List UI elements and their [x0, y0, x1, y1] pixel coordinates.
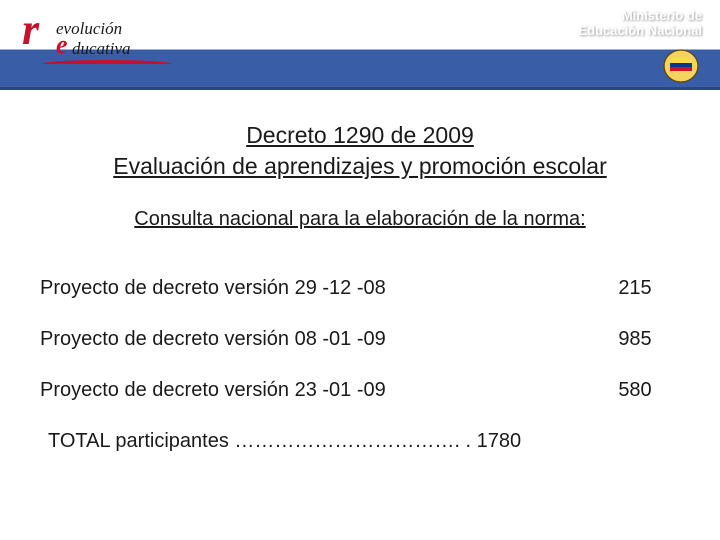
- table-row: Proyecto de decreto versión 08 -01 -09 9…: [40, 328, 680, 351]
- logo-letter-r: r: [22, 8, 39, 52]
- logo-swoosh-icon: [42, 60, 172, 64]
- row-value: 985: [590, 328, 680, 351]
- ministry-line1: Ministerio de: [578, 8, 702, 23]
- subtitle: Consulta nacional para la elaboración de…: [38, 208, 682, 231]
- table-row: Proyecto de decreto versión 23 -01 -09 5…: [40, 379, 680, 402]
- row-label: Proyecto de decreto versión 23 -01 -09: [40, 379, 590, 402]
- header-band: r evolución e ducativa Ministerio de Edu…: [0, 0, 720, 90]
- ministry-line2: Educación Nacional: [578, 23, 702, 38]
- shield-icon: [660, 48, 702, 84]
- slide-content: Decreto 1290 de 2009 Evaluación de apren…: [0, 90, 720, 453]
- brand-logo: r evolución e ducativa: [22, 6, 182, 66]
- ministry-block: Ministerio de Educación Nacional Repúbli…: [578, 8, 702, 50]
- table-row: Proyecto de decreto versión 29 -12 -08 2…: [40, 277, 680, 300]
- data-rows: Proyecto de decreto versión 29 -12 -08 2…: [38, 277, 682, 453]
- row-value: 580: [590, 379, 680, 402]
- title-line-1: Decreto 1290 de 2009: [38, 120, 682, 151]
- row-value: 215: [590, 277, 680, 300]
- logo-letter-e: e: [56, 32, 68, 58]
- row-label: Proyecto de decreto versión 08 -01 -09: [40, 328, 590, 351]
- total-row: TOTAL participantes ……………………………. . 1780: [40, 430, 680, 453]
- title-line-2: Evaluación de aprendizajes y promoción e…: [38, 151, 682, 182]
- row-label: Proyecto de decreto versión 29 -12 -08: [40, 277, 590, 300]
- header-divider: [0, 87, 720, 90]
- logo-word-2: ducativa: [72, 39, 131, 59]
